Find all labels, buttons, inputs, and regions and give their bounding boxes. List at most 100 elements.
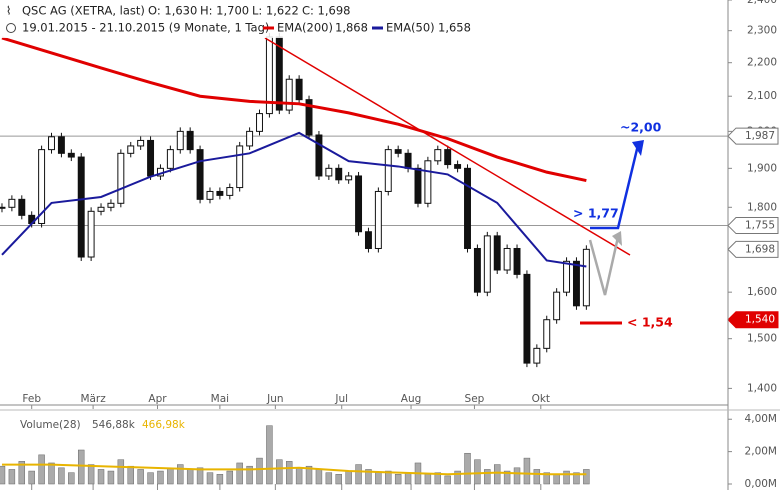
- x-tick-label: Mai: [211, 393, 229, 405]
- x-tick-label: Aug: [401, 393, 422, 405]
- candle-down: [335, 167, 343, 181]
- header-bg: [0, 0, 472, 38]
- volume-bar: [276, 459, 283, 485]
- candle-up: [424, 160, 432, 204]
- candle-up: [176, 130, 184, 151]
- candle-down: [473, 247, 481, 293]
- candle-up: [38, 149, 46, 224]
- y-tick-label: 1,400: [747, 382, 777, 394]
- y-tick-label: 1,900: [747, 162, 777, 174]
- candle-up: [87, 210, 95, 258]
- x-tick-label: Feb: [22, 393, 41, 405]
- candle-up: [543, 319, 551, 349]
- chart-title: QSC AG (XETRA, last): [22, 4, 145, 18]
- candle-down: [444, 149, 452, 166]
- volume-bar: [18, 461, 26, 485]
- y-tick-label: 0,00M: [745, 478, 777, 490]
- candle-up: [127, 145, 135, 154]
- candle-up: [483, 235, 491, 293]
- volume-bar: [523, 457, 531, 485]
- candle-up: [582, 248, 590, 307]
- candle-up: [246, 130, 254, 147]
- volume-bar: [127, 465, 134, 485]
- volume-bar: [474, 459, 481, 485]
- ohlc: H: 1,700: [200, 4, 249, 18]
- volume-bar: [533, 469, 541, 485]
- volume-bar: [385, 470, 392, 485]
- volume-avg-line: [1, 463, 587, 476]
- candle-down: [305, 99, 313, 136]
- header: ⌇ QSC AG (XETRA, last) O: 1,630 H: 1,700…: [0, 0, 472, 38]
- candle-down: [77, 156, 85, 258]
- annotation: < 1,54: [627, 315, 673, 330]
- volume-bar: [404, 472, 412, 485]
- volume-bar: [454, 470, 461, 485]
- candle-down: [493, 235, 501, 271]
- ohlc: O: 1,630: [148, 4, 197, 18]
- candle-down: [464, 167, 471, 249]
- candle-down: [147, 139, 155, 177]
- ema-line: [1, 131, 587, 268]
- candle-up: [345, 175, 353, 181]
- volume-bar: [434, 472, 442, 485]
- candle-down: [394, 149, 402, 154]
- candle-down: [196, 149, 204, 200]
- y-tick-label: 1,800: [747, 201, 777, 213]
- legend-label: EMA(50): [386, 21, 435, 35]
- legend-value: 1,658: [438, 21, 471, 35]
- price-label: 1,540: [745, 314, 775, 326]
- candle-up: [166, 149, 174, 169]
- volume-bar: [107, 470, 115, 485]
- candle-down: [454, 164, 462, 169]
- arrow-head: [632, 140, 644, 156]
- volume-bar: [315, 469, 323, 485]
- volume-bar: [553, 474, 560, 485]
- price-label-box: [727, 217, 779, 235]
- candle-down: [572, 260, 580, 307]
- volume-bar: [38, 454, 45, 485]
- y-tick-label: 1,600: [747, 286, 777, 298]
- volume-bar: [375, 472, 382, 485]
- candle-up: [434, 149, 442, 162]
- volume-bar: [206, 472, 214, 485]
- icon: ⌇: [6, 4, 12, 18]
- candle-up: [503, 247, 511, 271]
- volume-bar: [177, 464, 184, 485]
- candle-up: [563, 260, 571, 293]
- volume-bar: [246, 465, 253, 485]
- x-tick-label: März: [80, 393, 106, 405]
- volume-bar: [186, 469, 194, 485]
- volume-bar: [226, 470, 234, 485]
- volume-bar: [563, 470, 570, 485]
- candle-up: [8, 198, 16, 208]
- price-label: 1,987: [745, 130, 775, 142]
- volume-bar: [77, 449, 85, 485]
- volume-bar: [325, 472, 333, 485]
- candle-up: [48, 136, 55, 151]
- subtitle: 19.01.2015 - 21.10.2015 (9 Monate, 1 Tag…: [22, 21, 269, 35]
- volume-bar: [97, 469, 105, 485]
- volume-bar: [87, 464, 95, 485]
- volume-bar: [513, 467, 521, 485]
- target-arrow: [590, 144, 640, 230]
- volume-bar: [147, 472, 154, 485]
- candle-down: [57, 136, 65, 154]
- volume-bar: [305, 465, 313, 485]
- volume-bar: [48, 462, 55, 485]
- candle-up: [0, 206, 6, 209]
- volume-bar: [285, 461, 293, 485]
- volume-bar: [157, 470, 164, 485]
- volume-bar: [0, 465, 6, 485]
- y-tick-label: 2,00M: [745, 446, 777, 458]
- volume-title: Volume(28): [20, 419, 81, 431]
- candle-down: [67, 152, 75, 158]
- candle-down: [18, 198, 26, 216]
- volume-bar: [335, 474, 342, 485]
- volume-bar: [236, 462, 243, 485]
- ema-line: [1, 36, 587, 183]
- volume-bar: [583, 469, 590, 485]
- volume-bar: [216, 474, 224, 485]
- annotation: ~2,00: [620, 120, 662, 135]
